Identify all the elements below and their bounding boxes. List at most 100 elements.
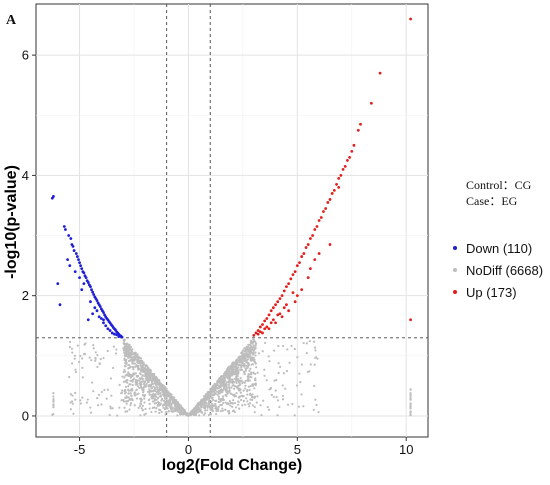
data-point-nodiff — [211, 387, 214, 390]
data-point-nodiff — [79, 399, 82, 402]
data-point-nodiff — [144, 373, 147, 376]
data-point-nodiff — [130, 394, 133, 397]
data-point-nodiff — [68, 345, 71, 349]
data-point-down — [82, 271, 86, 275]
data-point-nodiff — [208, 399, 211, 402]
data-point-down — [80, 288, 84, 292]
data-point-up — [267, 327, 271, 331]
data-point-nodiff — [229, 374, 232, 377]
data-point-nodiff — [161, 389, 164, 392]
data-point-nodiff — [140, 402, 143, 406]
data-point-nodiff — [143, 401, 146, 404]
data-point-nodiff — [88, 356, 91, 359]
data-point-nodiff — [194, 407, 197, 411]
data-point-nodiff — [126, 353, 129, 356]
data-point-nodiff — [141, 404, 144, 407]
data-point-nodiff — [140, 407, 143, 410]
data-point-nodiff — [142, 380, 145, 383]
data-point-nodiff — [186, 413, 189, 416]
data-point-nodiff — [238, 355, 242, 358]
data-point-nodiff — [286, 403, 290, 406]
data-point-nodiff — [141, 375, 144, 378]
data-point-nodiff — [246, 354, 249, 357]
data-point-nodiff — [160, 410, 163, 414]
data-point-nodiff — [210, 397, 213, 400]
data-point-nodiff — [51, 413, 54, 416]
data-point-nodiff — [217, 400, 220, 404]
data-point-nodiff — [142, 391, 145, 394]
data-point-nodiff — [70, 347, 74, 350]
data-point-nodiff — [156, 404, 159, 407]
data-point-nodiff — [156, 397, 160, 400]
data-point-nodiff — [231, 402, 235, 405]
data-point-down — [91, 312, 95, 316]
data-point-nodiff — [219, 379, 222, 382]
data-point-nodiff — [260, 413, 263, 417]
data-point-nodiff — [255, 366, 258, 369]
data-point-nodiff — [313, 346, 317, 349]
data-point-nodiff — [83, 343, 86, 346]
data-point-nodiff — [270, 393, 273, 397]
data-point-nodiff — [145, 364, 149, 368]
data-point-up — [302, 252, 306, 255]
data-point-up — [335, 183, 338, 186]
data-point-nodiff — [290, 344, 293, 348]
data-point-nodiff — [273, 349, 276, 352]
data-point-nodiff — [248, 369, 251, 372]
data-point-up — [300, 255, 304, 258]
data-point-nodiff — [71, 351, 74, 354]
data-point-nodiff — [211, 410, 215, 413]
data-point-nodiff — [239, 368, 242, 371]
data-point-up — [261, 323, 264, 326]
data-point-nodiff — [251, 346, 254, 349]
data-point-up — [350, 149, 354, 153]
data-point-nodiff — [225, 381, 228, 384]
data-point-nodiff — [134, 358, 137, 361]
data-point-down — [56, 282, 60, 286]
data-point-up — [337, 177, 341, 180]
data-point-down — [92, 293, 96, 296]
data-point-nodiff — [239, 391, 242, 394]
data-point-nodiff — [246, 347, 249, 350]
data-point-nodiff — [175, 407, 178, 410]
data-point-up — [278, 312, 282, 316]
data-point-nodiff — [138, 368, 141, 371]
data-point-nodiff — [231, 393, 234, 396]
data-point-nodiff — [305, 342, 309, 345]
data-point-nodiff — [203, 412, 207, 415]
data-point-nodiff — [251, 363, 255, 366]
data-point-nodiff — [141, 409, 144, 412]
data-point-nodiff — [118, 406, 121, 409]
data-point-nodiff — [138, 404, 142, 408]
data-point-nodiff — [149, 368, 152, 371]
data-point-nodiff — [148, 389, 151, 392]
data-point-nodiff — [281, 394, 285, 398]
data-point-down — [64, 228, 67, 231]
data-point-nodiff — [237, 357, 240, 360]
data-point-nodiff — [249, 384, 252, 388]
data-point-nodiff — [127, 396, 130, 399]
data-point-nodiff — [219, 399, 223, 402]
data-point-nodiff — [237, 387, 240, 391]
data-point-nodiff — [277, 362, 280, 365]
data-point-nodiff — [129, 376, 133, 379]
data-point-nodiff — [233, 410, 236, 414]
data-point-nodiff — [139, 369, 143, 373]
data-point-nodiff — [138, 377, 141, 380]
data-point-nodiff — [250, 371, 253, 374]
y-tick-label: 2 — [22, 288, 29, 303]
data-point-nodiff — [141, 387, 144, 391]
data-point-nodiff — [225, 388, 228, 391]
data-point-nodiff — [137, 374, 140, 378]
data-point-nodiff — [139, 414, 142, 417]
data-point-nodiff — [180, 406, 183, 409]
data-point-nodiff — [92, 347, 95, 350]
data-point-nodiff — [147, 376, 151, 379]
data-point-nodiff — [71, 402, 74, 405]
data-point-nodiff — [158, 392, 161, 395]
data-point-nodiff — [242, 389, 245, 392]
data-point-nodiff — [238, 384, 241, 387]
data-point-nodiff — [138, 357, 141, 360]
data-point-nodiff — [132, 368, 135, 371]
data-point-nodiff — [203, 396, 206, 400]
